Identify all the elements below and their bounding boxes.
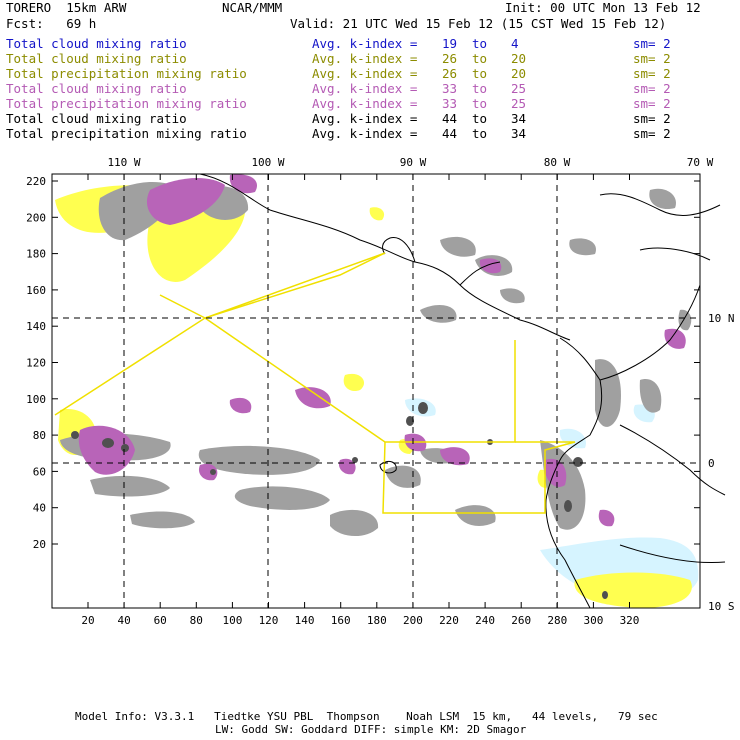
x-index-label: 300 xyxy=(583,614,603,627)
legend-to: to xyxy=(472,126,488,141)
legend-field: Total precipitation mixing ratio xyxy=(6,96,247,111)
forecast-hour: Fcst: 69 h xyxy=(6,16,97,31)
y-index-label: 200 xyxy=(26,211,46,224)
legend-field: Total cloud mixing ratio xyxy=(6,111,187,126)
longitude-label: 70 W xyxy=(687,156,714,169)
legend-k-label: Avg. k-index = xyxy=(312,36,418,51)
legend-field: Total cloud mixing ratio xyxy=(6,36,187,51)
y-index-label: 40 xyxy=(33,502,46,515)
legend-k-label: Avg. k-index = xyxy=(312,96,418,111)
x-index-label: 160 xyxy=(331,614,351,627)
legend-k-to: 25 xyxy=(511,96,527,111)
legend-sm: sm= 2 xyxy=(633,96,671,111)
y-index-label: 20 xyxy=(33,538,46,551)
legend-field: Total precipitation mixing ratio xyxy=(6,66,247,81)
y-index-label: 100 xyxy=(26,393,46,406)
legend-sm: sm= 2 xyxy=(633,111,671,126)
y-index-label: 220 xyxy=(26,175,46,188)
legend-k-from: 44 xyxy=(442,111,458,126)
legend-sm: sm= 2 xyxy=(633,36,671,51)
init-time: Init: 00 UTC Mon 13 Feb 12 xyxy=(505,0,701,15)
legend-to: to xyxy=(472,111,488,126)
lat-lon-grid xyxy=(52,174,700,608)
x-index-label: 60 xyxy=(154,614,167,627)
legend-field: Total cloud mixing ratio xyxy=(6,81,187,96)
legend-field: Total precipitation mixing ratio xyxy=(6,126,247,141)
axis-ticks xyxy=(52,174,700,608)
legend-row: Total cloud mixing ratio Avg. k-index = 44… xyxy=(6,111,706,126)
legend-sm: sm= 2 xyxy=(633,66,671,81)
longitude-label: 110 W xyxy=(107,156,140,169)
x-index-label: 100 xyxy=(222,614,242,627)
x-index-label: 240 xyxy=(475,614,495,627)
longitude-label: 80 W xyxy=(544,156,571,169)
axis-labels: 110 W 100 W 90 W 80 W 70 W 10 N 0 10 S 220 200 180… xyxy=(26,156,734,627)
x-index-label: 220 xyxy=(439,614,459,627)
x-index-label: 140 xyxy=(295,614,315,627)
x-index-label: 260 xyxy=(511,614,531,627)
latitude-label: 10 N xyxy=(708,312,735,325)
y-index-label: 160 xyxy=(26,284,46,297)
legend-k-to: 34 xyxy=(511,111,527,126)
legend-k-from: 33 xyxy=(442,96,458,111)
model-name: TORERO 15km ARW xyxy=(6,0,127,15)
legend-k-to: 34 xyxy=(511,126,527,141)
y-index-label: 140 xyxy=(26,320,46,333)
y-index-label: 120 xyxy=(26,357,46,370)
map-frame xyxy=(51,173,701,609)
longitude-label: 90 W xyxy=(400,156,427,169)
legend-k-label: Avg. k-index = xyxy=(312,126,418,141)
legend-k-to: 20 xyxy=(511,66,527,81)
x-index-label: 200 xyxy=(403,614,423,627)
y-index-label: 80 xyxy=(33,429,46,442)
legend-k-from: 19 xyxy=(442,36,458,51)
map-panel: 110 W 100 W 90 W 80 W 70 W 10 N 0 10 S 220 200 180… xyxy=(26,156,734,627)
latitude-label: 10 S xyxy=(708,600,735,613)
coastline xyxy=(199,173,726,609)
valid-time: Valid: 21 UTC Wed 15 Feb 12 (15 CST Wed … xyxy=(290,16,667,31)
legend-to: to xyxy=(472,51,488,66)
legend-sm: sm= 2 xyxy=(633,81,671,96)
legend-field: Total cloud mixing ratio xyxy=(6,51,187,66)
legend-k-to: 25 xyxy=(511,81,527,96)
legend-k-to: 20 xyxy=(511,51,527,66)
cloud-shading xyxy=(55,174,699,608)
physics-info: LW: Godd SW: Goddard DIFF: simple KM: 2D… xyxy=(215,723,527,736)
y-index-label: 180 xyxy=(26,248,46,261)
organization: NCAR/MMM xyxy=(222,0,283,15)
x-index-label: 120 xyxy=(259,614,279,627)
model-info: Model Info: V3.3.1 Tiedtke YSU PBL Thomp… xyxy=(75,710,658,723)
legend-row: Total cloud mixing ratio Avg. k-index = 33… xyxy=(6,81,706,96)
legend-k-label: Avg. k-index = xyxy=(312,111,418,126)
flight-track xyxy=(54,252,576,514)
legend-sm: sm= 2 xyxy=(633,126,671,141)
legend-row: Total precipitation mixing ratio Avg. k-i… xyxy=(6,126,706,141)
legend-to: to xyxy=(472,66,488,81)
legend-to: to xyxy=(472,81,488,96)
legend-row: Total cloud mixing ratio Avg. k-index = 19… xyxy=(6,36,706,51)
x-index-label: 320 xyxy=(620,614,640,627)
x-index-label: 20 xyxy=(81,614,94,627)
x-index-label: 80 xyxy=(190,614,203,627)
legend-k-from: 33 xyxy=(442,81,458,96)
legend-k-to: 4 xyxy=(511,36,519,51)
legend-k-from: 44 xyxy=(442,126,458,141)
legend-k-label: Avg. k-index = xyxy=(312,51,418,66)
latitude-label: 0 xyxy=(708,457,715,470)
legend-sm: sm= 2 xyxy=(633,51,671,66)
longitude-label: 100 W xyxy=(251,156,284,169)
legend-to: to xyxy=(472,96,488,111)
legend-row: Total cloud mixing ratio Avg. k-index = 26… xyxy=(6,51,706,66)
x-index-label: 280 xyxy=(547,614,567,627)
x-index-label: 40 xyxy=(117,614,130,627)
legend-row: Total precipitation mixing ratio Avg. k-i… xyxy=(6,96,706,111)
x-index-label: 180 xyxy=(367,614,387,627)
y-index-label: 60 xyxy=(33,465,46,478)
legend-k-from: 26 xyxy=(442,66,458,81)
legend-row: Total precipitation mixing ratio Avg. k-i… xyxy=(6,66,706,81)
legend-k-label: Avg. k-index = xyxy=(312,66,418,81)
legend-to: to xyxy=(472,36,488,51)
legend-k-label: Avg. k-index = xyxy=(312,81,418,96)
legend-k-from: 26 xyxy=(442,51,458,66)
